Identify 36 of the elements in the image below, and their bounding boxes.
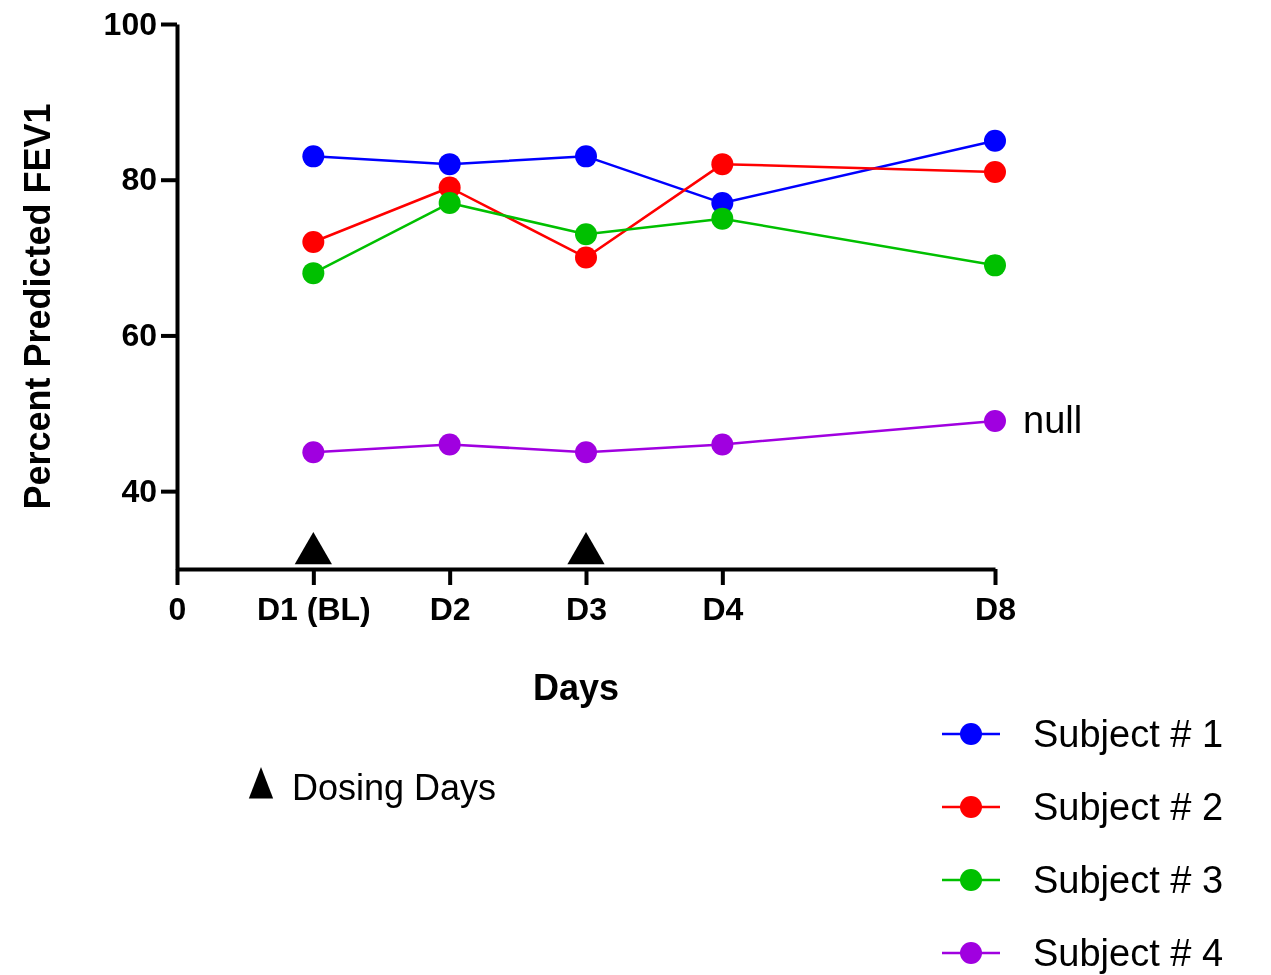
- point: [302, 145, 325, 168]
- legend-label: Subject # 1: [1033, 713, 1224, 755]
- annotation: null: [1023, 399, 1083, 442]
- x-tick-label: D4: [702, 590, 744, 627]
- legend-label: Dosing Days: [292, 767, 497, 808]
- x-axis-title: Days: [532, 667, 620, 708]
- y-tick-label: 80: [121, 161, 157, 198]
- point: [438, 192, 461, 215]
- y-axis-title: Percent Predicted FEV1: [17, 103, 58, 510]
- point: [984, 410, 1006, 433]
- y-tick-label: 100: [103, 5, 157, 42]
- point: [984, 254, 1006, 277]
- point: [984, 129, 1006, 152]
- point: [438, 153, 461, 176]
- legend-label: Subject # 3: [1033, 859, 1224, 901]
- point: [575, 441, 597, 464]
- point: [438, 433, 461, 456]
- x-tick-label: D8: [975, 590, 1016, 627]
- legend-label: Subject # 4: [1033, 932, 1224, 974]
- point: [302, 262, 325, 285]
- x-tick-label: D2: [429, 590, 471, 627]
- x-tick-label: D1 (BL): [256, 590, 371, 627]
- point: [711, 153, 734, 176]
- point: [302, 441, 325, 464]
- point: [984, 160, 1006, 183]
- point: [711, 207, 734, 230]
- point: [711, 433, 734, 456]
- point: [575, 223, 597, 246]
- y-tick-label: 60: [121, 317, 157, 354]
- x-tick-label: D3: [566, 590, 607, 627]
- point: [302, 231, 325, 253]
- x-tick-label: 0: [168, 590, 187, 627]
- point: [575, 145, 597, 168]
- point: [575, 246, 597, 269]
- y-tick-label: 40: [121, 472, 157, 509]
- legend-label: Subject # 2: [1033, 786, 1224, 828]
